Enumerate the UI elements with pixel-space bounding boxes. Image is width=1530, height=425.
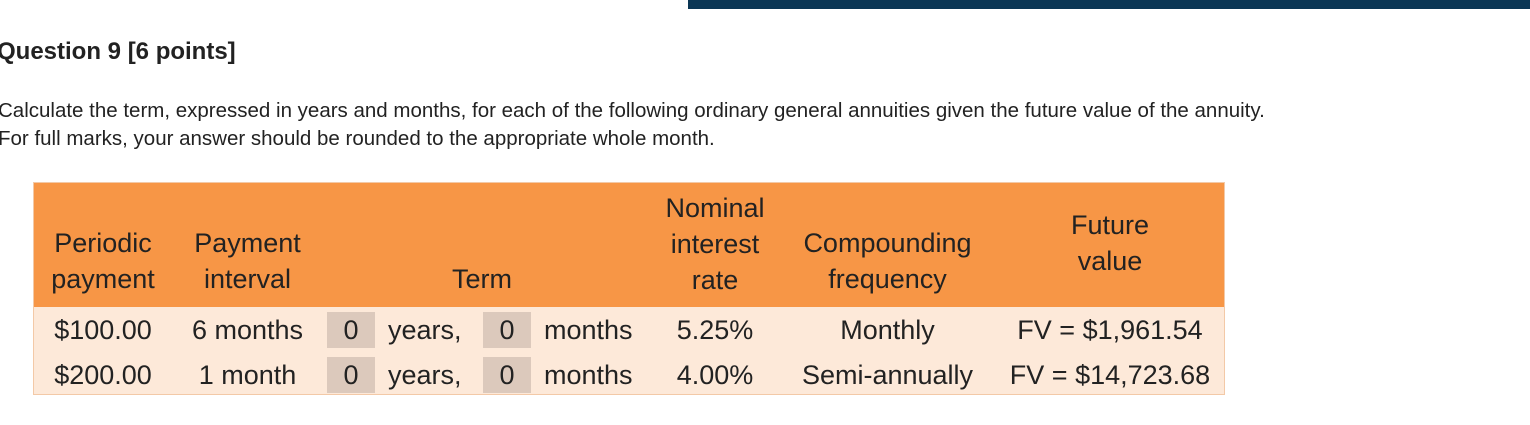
unit-label: years, (388, 360, 462, 390)
table-cell: 4.00% (676, 360, 754, 390)
months-input[interactable]: 0 (483, 312, 531, 348)
table-cell: FV = $14,723.68 (1009, 360, 1211, 390)
years-input[interactable]: 0 (327, 357, 375, 393)
unit-label: months (544, 360, 633, 390)
header-line: rate (691, 265, 739, 295)
header-cell: Nominal interest rate (655, 190, 775, 298)
header-cell: Future value (998, 207, 1222, 279)
table-cell: $200.00 (54, 360, 152, 390)
annuity-table (33, 182, 1225, 395)
table-cell: Monthly (840, 315, 935, 345)
header-line: value (1077, 246, 1143, 276)
header-line: Compounding (803, 228, 972, 258)
header-line: Nominal (665, 193, 765, 223)
table-cell: 5.25% (676, 315, 754, 345)
table-body (34, 307, 1224, 394)
question-text: Calculate the term, expressed in years a… (0, 99, 1265, 122)
header-line: Periodic (54, 228, 152, 258)
unit-label: months (544, 315, 633, 345)
table-cell: 6 months (191, 315, 304, 345)
unit-label: years, (388, 315, 462, 345)
table-cell: Semi-annually (801, 360, 974, 390)
header-cell: Term (327, 261, 637, 297)
header-cell: Compounding frequency (780, 225, 995, 297)
header-line: Payment (194, 228, 301, 258)
table-cell: $100.00 (54, 315, 152, 345)
table-cell: 1 month (198, 360, 297, 390)
top-bar (688, 0, 1530, 9)
header-line: frequency (828, 264, 947, 294)
header-line: Term (452, 264, 512, 294)
header-line: interval (203, 264, 292, 294)
question-title: Question 9 [6 points] (0, 38, 236, 65)
table-cell: FV = $1,961.54 (1017, 315, 1203, 345)
header-cell: Payment interval (180, 225, 315, 297)
header-line: Future (1070, 210, 1150, 240)
question-text: For full marks, your answer should be ro… (0, 127, 715, 150)
table-header (34, 183, 1224, 307)
years-input[interactable]: 0 (327, 312, 375, 348)
header-cell: Periodic payment (40, 225, 166, 297)
months-input[interactable]: 0 (483, 357, 531, 393)
header-line: payment (51, 264, 155, 294)
header-line: interest (670, 229, 760, 259)
